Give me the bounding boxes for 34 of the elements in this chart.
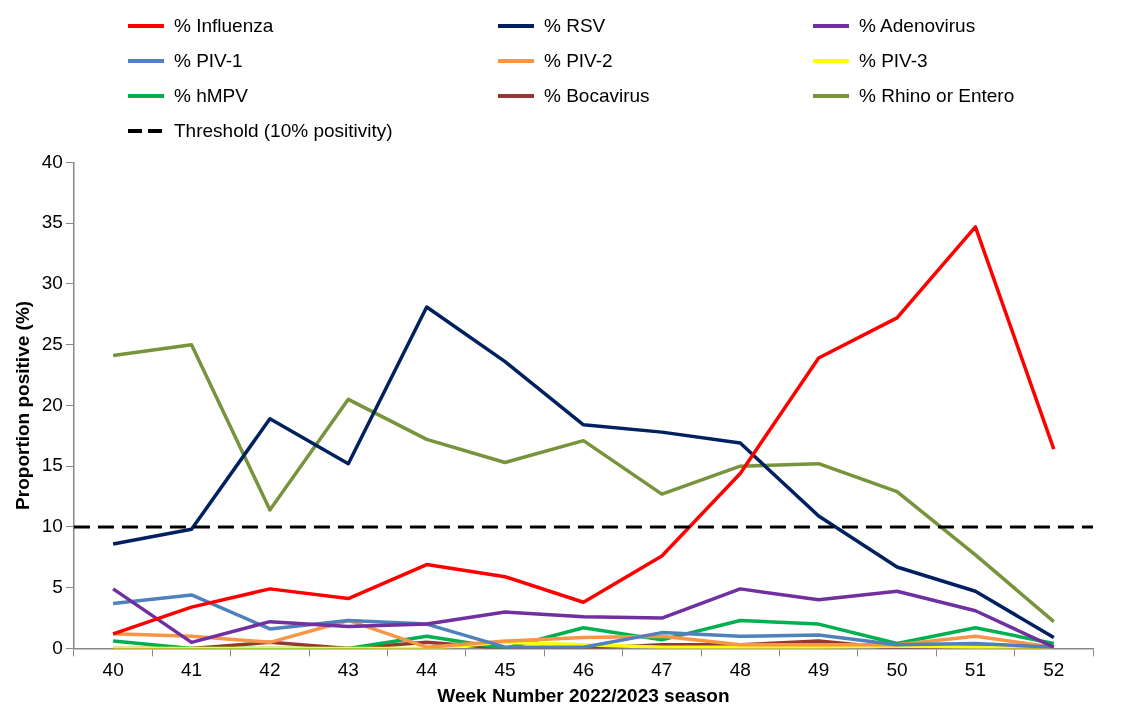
y-tick-label: 0 — [52, 636, 63, 658]
legend-label: % RSV — [544, 14, 606, 37]
y-tick-label: 30 — [41, 272, 63, 294]
legend-label: % PIV-2 — [544, 49, 613, 72]
x-tick-label: 51 — [964, 659, 986, 681]
y-tick-label: 10 — [41, 515, 63, 537]
x-axis-title: Week Number 2022/2023 season — [437, 684, 730, 706]
x-tick-label: 50 — [886, 659, 908, 681]
y-tick-label: 5 — [52, 575, 63, 597]
x-tick-label: 52 — [1043, 659, 1065, 681]
x-tick-label: 46 — [572, 659, 595, 681]
legend-label: % Adenovirus — [859, 14, 976, 37]
x-tick-label: 44 — [416, 659, 438, 681]
legend-label: % Bocavirus — [544, 84, 650, 107]
x-tick-label: 49 — [808, 659, 830, 681]
x-tick-label: 43 — [337, 659, 359, 681]
x-tick-label: 42 — [259, 659, 281, 681]
legend-label: % hMPV — [174, 84, 248, 107]
x-tick-label: 41 — [180, 659, 203, 681]
x-tick-label: 48 — [729, 659, 751, 681]
y-tick-label: 20 — [41, 393, 63, 415]
legend-label: % Rhino or Entero — [859, 84, 1015, 107]
x-tick-label: 45 — [494, 659, 516, 681]
y-axis-title: Proportion positive (%) — [11, 300, 33, 510]
legend-label: % Influenza — [174, 14, 274, 37]
y-tick-label: 25 — [41, 332, 63, 354]
x-tick-label: 40 — [102, 659, 124, 681]
legend-label: Threshold (10% positivity) — [174, 119, 393, 142]
y-tick-label: 40 — [41, 150, 63, 172]
legend-label: % PIV-1 — [174, 49, 243, 72]
y-tick-label: 15 — [41, 454, 63, 476]
legend-label: % PIV-3 — [859, 49, 928, 72]
y-tick-label: 35 — [41, 211, 63, 233]
x-tick-label: 47 — [651, 659, 673, 681]
